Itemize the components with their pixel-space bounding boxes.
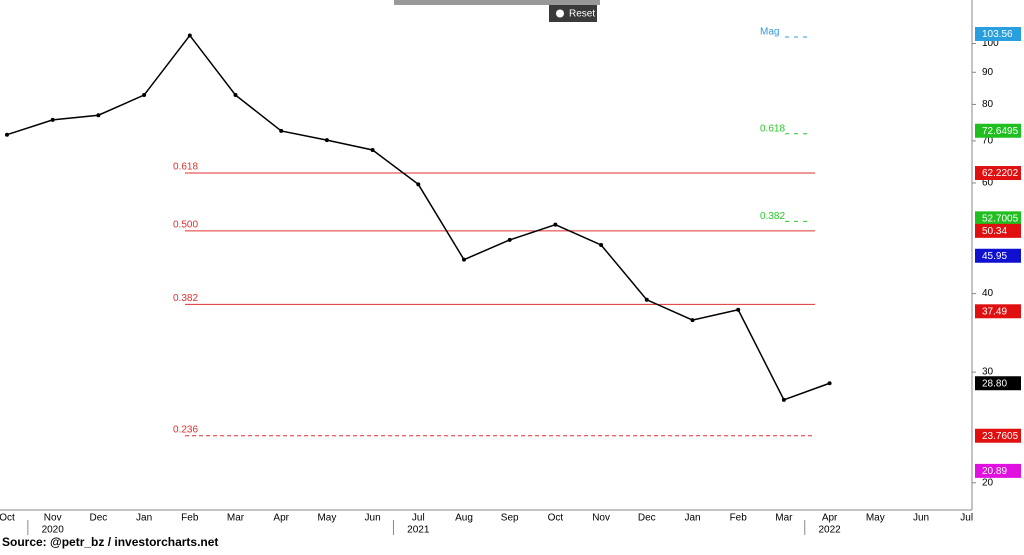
price-tag-label: 103.56: [982, 29, 1013, 40]
price-point: [507, 237, 512, 242]
x-tick-label: Oct: [0, 513, 15, 524]
price-point: [324, 138, 329, 143]
reset-button-bg: [549, 5, 597, 22]
reset-button[interactable]: Reset: [549, 5, 597, 22]
price-point: [142, 93, 147, 98]
price-tag-label: 28.80: [982, 378, 1007, 389]
y-tick-label: 60: [982, 178, 994, 189]
year-label: 2021: [407, 525, 430, 536]
price-point: [462, 257, 466, 262]
y-tick-label: 30: [982, 367, 994, 378]
price-tag-label: 62.2202: [982, 168, 1019, 179]
source: Source: @petr_bz / investorcharts.net: [2, 535, 218, 549]
price-tag: [975, 463, 1021, 478]
price-point: [827, 381, 832, 386]
price-point: [5, 132, 9, 137]
x-tick-label: Dec: [638, 513, 656, 524]
y-tick-label: 90: [982, 67, 994, 78]
price-tag-label: 72.6495: [982, 126, 1019, 137]
price-tag: [975, 166, 1021, 181]
x-tick-label: Nov: [592, 513, 610, 524]
fib-label: 0.382: [173, 293, 198, 304]
y-tick-label: 80: [982, 99, 994, 110]
y-tick-label: 40: [982, 288, 994, 299]
x-tick-label: Sep: [501, 513, 519, 524]
price-point: [370, 147, 375, 152]
reset-label[interactable]: Reset: [569, 9, 595, 20]
price-tag-label: 23.7605: [982, 431, 1019, 442]
reset-icon: [556, 9, 564, 18]
y-tick-label: 20: [982, 477, 994, 488]
x-tick-label: May: [866, 513, 885, 524]
x-tick-label: Jan: [136, 513, 152, 524]
fib-label: 0.618: [173, 162, 198, 173]
target-label: 0.618: [760, 123, 785, 134]
price-tag: [975, 223, 1021, 238]
y-tick-label: 100: [982, 38, 999, 49]
x-tick-label: Dec: [90, 513, 108, 524]
x-tick-label: Jun: [365, 513, 381, 524]
price-point: [187, 33, 192, 38]
price-point: [781, 397, 786, 402]
x-tick-label: Nov: [44, 513, 62, 524]
price-tag: [975, 428, 1021, 443]
price-point: [599, 242, 604, 247]
price-tag: [975, 123, 1021, 138]
target-label: 0.382: [760, 211, 785, 222]
x-tick-label: Apr: [273, 513, 289, 524]
price-tag: [975, 26, 1021, 41]
price-point: [644, 297, 649, 302]
x-tick-label: Oct: [548, 513, 564, 524]
x-tick-label: Mar: [227, 513, 245, 524]
year-label: 2020: [42, 525, 65, 536]
x-tick-label: Jan: [684, 513, 700, 524]
x-tick-label: Jul: [960, 513, 973, 524]
price-point: [736, 307, 741, 312]
fib-label: 0.500: [173, 219, 198, 230]
price-tag-label: 45.95: [982, 251, 1007, 262]
price-tag-label: 52.7005: [982, 213, 1019, 224]
price-point: [553, 222, 558, 227]
price-point: [416, 182, 421, 187]
price-tag: [975, 376, 1021, 391]
x-tick-label: Feb: [181, 513, 199, 524]
x-tick-label: Feb: [730, 513, 748, 524]
price-tag: [975, 304, 1021, 319]
year-label: 2022: [818, 525, 841, 536]
price-point: [50, 117, 55, 122]
price-point: [279, 128, 284, 133]
x-tick-label: Apr: [822, 513, 838, 524]
target-label: Mag: [760, 27, 779, 38]
x-tick-label: Jul: [412, 513, 425, 524]
x-tick-label: May: [317, 513, 336, 524]
toolbar: [394, 0, 600, 5]
price-point: [690, 318, 695, 323]
price-tag-label: 50.34: [982, 226, 1007, 237]
x-tick-label: Jun: [913, 513, 929, 524]
y-tick-label: 70: [982, 136, 994, 147]
price-point: [233, 93, 238, 98]
price-tag-label: 20.89: [982, 466, 1007, 477]
x-tick-label: Mar: [775, 513, 793, 524]
price-point: [96, 113, 101, 118]
x-tick-label: Aug: [455, 513, 473, 524]
price-tag: [975, 211, 1021, 226]
price-tag-label: 37.49: [982, 306, 1007, 317]
price-tag: [975, 248, 1021, 263]
fib-label: 0.236: [173, 424, 198, 435]
